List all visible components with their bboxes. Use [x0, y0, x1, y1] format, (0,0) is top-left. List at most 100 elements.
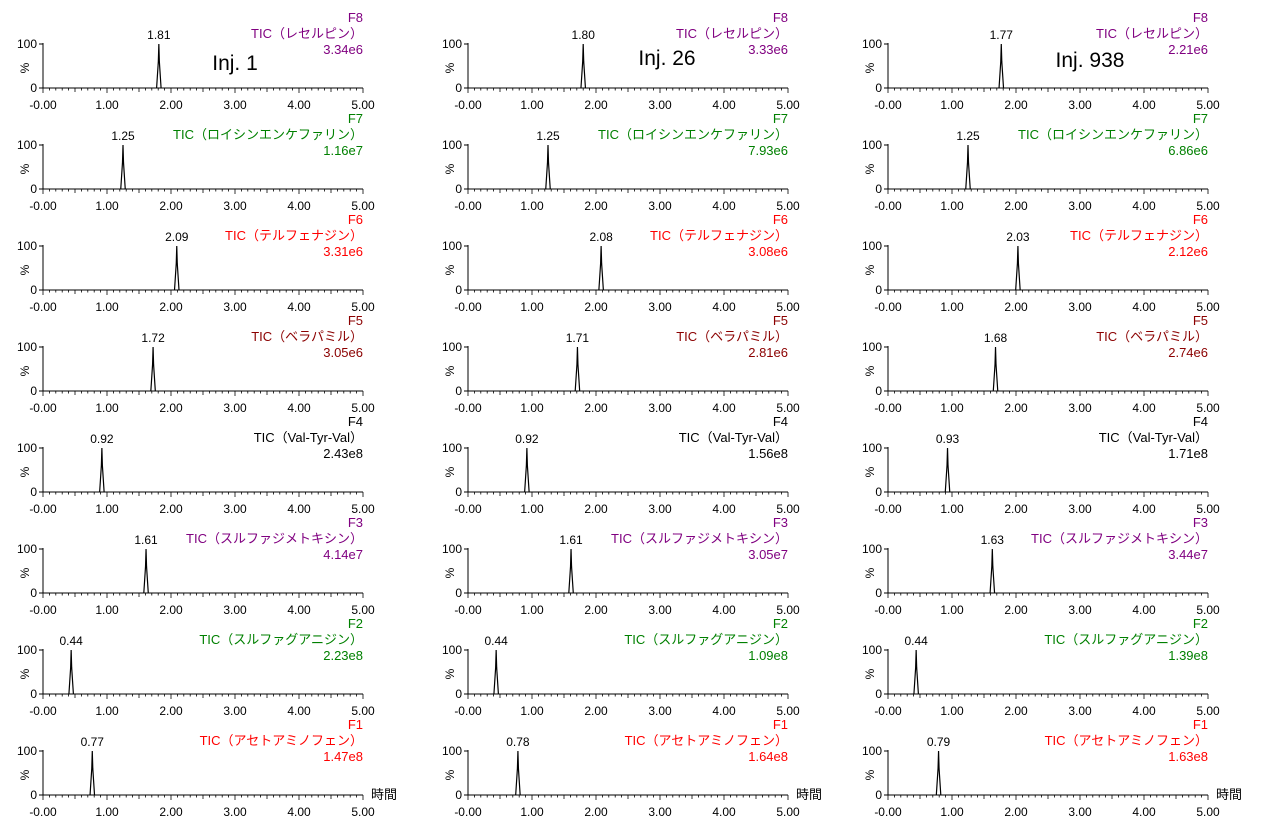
function-label: F2 — [348, 616, 363, 631]
y-tick-label: 100 — [442, 37, 462, 51]
x-tick-label: -0.00 — [29, 98, 57, 112]
y-tick-label: 100 — [862, 643, 882, 657]
x-tick-label: 1.00 — [95, 502, 119, 516]
peak-rt-label: 1.81 — [147, 28, 171, 42]
y-tick-label: 0 — [875, 384, 882, 398]
y-tick-label: 100 — [862, 340, 882, 354]
x-tick-label: 1.00 — [95, 98, 119, 112]
peak-trace — [89, 750, 96, 796]
peak-rt-label: 1.61 — [134, 533, 158, 547]
x-tick-label: 1.00 — [940, 805, 964, 819]
x-tick-label: 1.00 — [95, 401, 119, 415]
x-tick-label: 1.00 — [940, 300, 964, 314]
x-tick-label: 2.00 — [584, 502, 608, 516]
injection-label: Inj. 1 — [212, 52, 258, 75]
y-tick-label: 100 — [17, 239, 37, 253]
peak-trace — [120, 144, 126, 190]
trace-name-label: TIC（Val-Tyr-Val） — [1099, 430, 1208, 445]
function-label: F7 — [348, 111, 363, 126]
trace-name-label: TIC（Val-Tyr-Val） — [254, 430, 363, 445]
x-tick-label: -0.00 — [29, 704, 57, 718]
y-tick-label: 100 — [862, 744, 882, 758]
y-axis-label: % — [443, 62, 457, 73]
y-axis-label: % — [863, 466, 877, 477]
peak-rt-label: 2.09 — [165, 230, 189, 244]
x-tick-label: 5.00 — [1196, 199, 1220, 213]
x-tick-label: -0.00 — [454, 199, 482, 213]
x-tick-label: 1.00 — [520, 603, 544, 617]
peak-trace — [998, 43, 1005, 89]
peak-rt-label: 1.72 — [141, 331, 165, 345]
trace-name-label: TIC（ベラパミル） — [1096, 329, 1208, 344]
y-axis-label: % — [18, 264, 32, 275]
x-tick-label: 2.00 — [1004, 300, 1028, 314]
x-tick-label: 3.00 — [648, 401, 672, 415]
x-tick-label: 3.00 — [648, 98, 672, 112]
trace-name-label: TIC（スルファジメトキシン） — [611, 531, 788, 546]
x-tick-label: 5.00 — [776, 805, 800, 819]
x-tick-label: -0.00 — [29, 300, 57, 314]
peak-trace — [568, 548, 574, 594]
x-tick-label: 5.00 — [1196, 300, 1220, 314]
y-tick-label: 100 — [442, 239, 462, 253]
x-tick-label: 4.00 — [712, 300, 736, 314]
intensity-label: 1.56e8 — [748, 446, 788, 461]
y-tick-label: 0 — [455, 788, 462, 802]
peak-rt-label: 0.92 — [515, 432, 539, 446]
intensity-label: 3.34e6 — [323, 42, 363, 57]
x-tick-label: 2.00 — [584, 401, 608, 415]
trace-name-label: TIC（テルフェナジン） — [1070, 228, 1208, 243]
peak-rt-label: 1.25 — [111, 129, 135, 143]
x-tick-label: 5.00 — [776, 300, 800, 314]
y-tick-label: 100 — [442, 138, 462, 152]
peak-rt-label: 0.77 — [81, 735, 105, 749]
function-label: F7 — [773, 111, 788, 126]
trace-name-label: TIC（ロイシンエンケファリン） — [173, 127, 363, 142]
trace-name-label: TIC（スルファグアニジン） — [199, 632, 363, 647]
x-tick-label: 3.00 — [648, 300, 672, 314]
function-label: F3 — [773, 515, 788, 530]
x-tick-label: 2.00 — [159, 502, 183, 516]
trace-name-label: TIC（レセルピン） — [1096, 26, 1208, 41]
x-tick-label: -0.00 — [454, 502, 482, 516]
peak-rt-label: 0.93 — [936, 432, 960, 446]
trace-name-label: TIC（アセトアミノフェン） — [625, 733, 788, 748]
y-axis-label: % — [863, 769, 877, 780]
x-tick-label: 3.00 — [223, 300, 247, 314]
peak-rt-label: 2.03 — [1006, 230, 1030, 244]
x-tick-label: 4.00 — [1132, 98, 1156, 112]
function-label: F5 — [348, 313, 363, 328]
x-tick-label: 3.00 — [648, 704, 672, 718]
x-tick-label: 5.00 — [776, 401, 800, 415]
peak-rt-label: 0.79 — [927, 735, 951, 749]
trace-name-label: TIC（レセルピン） — [251, 26, 363, 41]
y-axis-label: % — [443, 163, 457, 174]
x-tick-label: 5.00 — [776, 704, 800, 718]
x-tick-label: 2.00 — [1004, 704, 1028, 718]
x-tick-label: -0.00 — [874, 704, 902, 718]
x-tick-label: 4.00 — [1132, 401, 1156, 415]
y-axis-label: % — [863, 567, 877, 578]
x-tick-label: 1.00 — [95, 805, 119, 819]
y-tick-label: 100 — [17, 138, 37, 152]
x-tick-label: 4.00 — [712, 199, 736, 213]
function-label: F4 — [1193, 414, 1208, 429]
intensity-label: 3.08e6 — [748, 244, 788, 259]
x-tick-label: 4.00 — [287, 603, 311, 617]
x-tick-label: -0.00 — [454, 300, 482, 314]
x-tick-label: 5.00 — [1196, 805, 1220, 819]
y-tick-label: 0 — [455, 283, 462, 297]
peak-rt-label: 1.61 — [559, 533, 583, 547]
trace-name-label: TIC（スルファジメトキシン） — [186, 531, 363, 546]
x-tick-label: 1.00 — [940, 98, 964, 112]
x-tick-label: 5.00 — [351, 98, 375, 112]
peak-trace — [156, 43, 162, 89]
x-tick-label: 5.00 — [351, 401, 375, 415]
peak-trace — [989, 548, 996, 594]
x-tick-label: 4.00 — [287, 401, 311, 415]
peak-trace — [598, 245, 604, 291]
peak-trace — [99, 447, 105, 493]
y-tick-label: 0 — [30, 788, 37, 802]
x-tick-label: 2.00 — [584, 603, 608, 617]
